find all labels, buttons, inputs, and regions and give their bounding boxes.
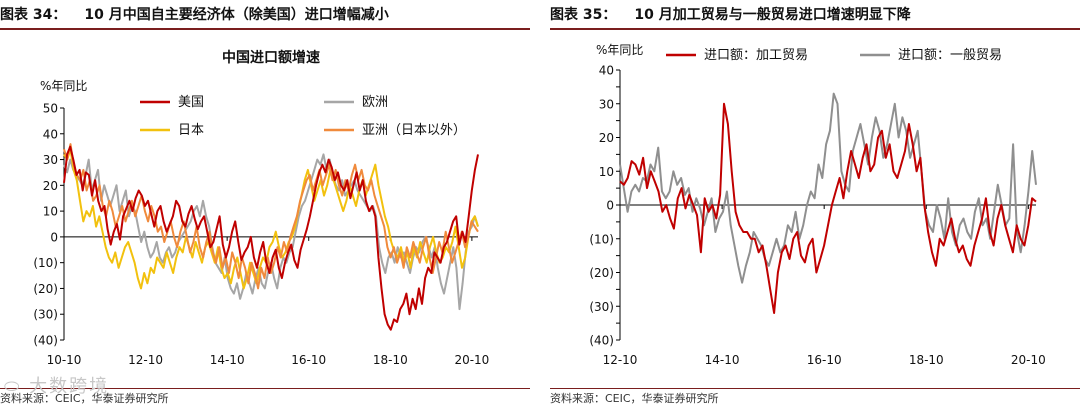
y-tick-label: (40) <box>589 334 614 348</box>
x-tick-label: 16-10 <box>291 353 326 367</box>
x-tick-label: 14-10 <box>210 353 245 367</box>
right-line-chart: %年同比 40 30 20 10 0 (10) (20) (30) (40) 12-10 14-10 1… <box>589 43 1046 367</box>
y-tick-label: (20) <box>589 266 614 280</box>
right-title-rule <box>550 28 1080 30</box>
right-figure-panel: 图表 35： 10 月加工贸易与一般贸易进口增速明显下降 %年同比 40 30 20 10… <box>550 0 1080 410</box>
y-axis-label: %年同比 <box>40 79 87 93</box>
y-tick-label: 40 <box>599 64 614 78</box>
y-tick-label: (10) <box>33 256 58 270</box>
x-tick-label: 20-10 <box>1011 353 1046 367</box>
right-figure-title-bar: 图表 35： 10 月加工贸易与一般贸易进口增速明显下降 <box>550 4 1080 26</box>
x-tick-label: 12-10 <box>128 353 163 367</box>
left-title-rule <box>0 28 530 30</box>
x-tick-label: 20-10 <box>454 353 489 367</box>
y-tick-label: (10) <box>589 232 614 246</box>
chart-title: 中国进口额增速 <box>222 49 320 66</box>
right-source-note: 资料来源：CEIC，华泰证券研究所 <box>550 392 719 405</box>
left-figure-label: 图表 34： <box>0 7 67 23</box>
y-tick-label: 40 <box>43 127 58 141</box>
x-tick-label: 12-10 <box>603 353 638 367</box>
legend-label-0: 进口额：加工贸易 <box>704 48 808 63</box>
x-tick-label: 14-10 <box>705 353 740 367</box>
x-tick-label: 10-10 <box>47 353 82 367</box>
y-tick-label: (20) <box>33 282 58 296</box>
y-tick-label: (30) <box>33 308 58 322</box>
y-axis-label: %年同比 <box>596 43 643 57</box>
y-tick-label: 0 <box>606 199 614 213</box>
y-tick-label: 10 <box>599 165 614 179</box>
legend-label-1: 欧洲 <box>362 95 388 110</box>
left-figure-title-bar: 图表 34： 10 月中国自主要经济体（除美国）进口增幅减小 <box>0 4 530 26</box>
left-figure-panel: 图表 34： 10 月中国自主要经济体（除美国）进口增幅减小 中国进口额增速 %年同… <box>0 0 530 410</box>
x-tick-label: 16-10 <box>807 353 842 367</box>
series-line-1 <box>63 153 479 311</box>
y-tick-label: 10 <box>43 205 58 219</box>
x-tick-label: 18-10 <box>909 353 944 367</box>
left-source-rule <box>0 388 530 389</box>
series-line-0 <box>619 102 1037 314</box>
legend-label-0: 美国 <box>178 95 204 110</box>
series-line-0 <box>63 145 479 331</box>
right-figure-label: 图表 35： <box>550 7 617 23</box>
right-figure-title: 10 月加工贸易与一般贸易进口增速明显下降 <box>634 7 911 23</box>
y-tick-label: 20 <box>599 131 614 145</box>
y-tick-label: 0 <box>50 230 58 244</box>
watermark-logo: ⬭ 大数跨境 <box>4 376 110 397</box>
legend-label-1: 进口额：一般贸易 <box>898 47 1002 63</box>
legend-label-3: 亚洲（日本以外） <box>362 123 466 138</box>
series-line-2 <box>63 148 479 290</box>
left-figure-title: 10 月中国自主要经济体（除美国）进口增幅减小 <box>84 7 389 23</box>
y-tick-label: 30 <box>43 153 58 167</box>
y-tick-label: 50 <box>43 102 58 116</box>
series-line-1 <box>619 92 1037 284</box>
left-source-note: 资料来源：CEIC，华泰证券研究所 <box>0 392 169 405</box>
y-tick-label: (30) <box>589 300 614 314</box>
left-line-chart: 中国进口额增速 %年同比 50 40 30 20 10 0 (10) (20) (30) (40) 10… <box>33 49 489 367</box>
y-tick-label: (40) <box>33 334 58 348</box>
y-tick-label: 30 <box>599 97 614 111</box>
right-source-rule <box>550 388 1080 389</box>
y-tick-label: 20 <box>43 179 58 193</box>
legend-label-2: 日本 <box>178 123 204 138</box>
watermark-text: 大数跨境 <box>29 376 110 397</box>
x-tick-label: 18-10 <box>373 353 408 367</box>
